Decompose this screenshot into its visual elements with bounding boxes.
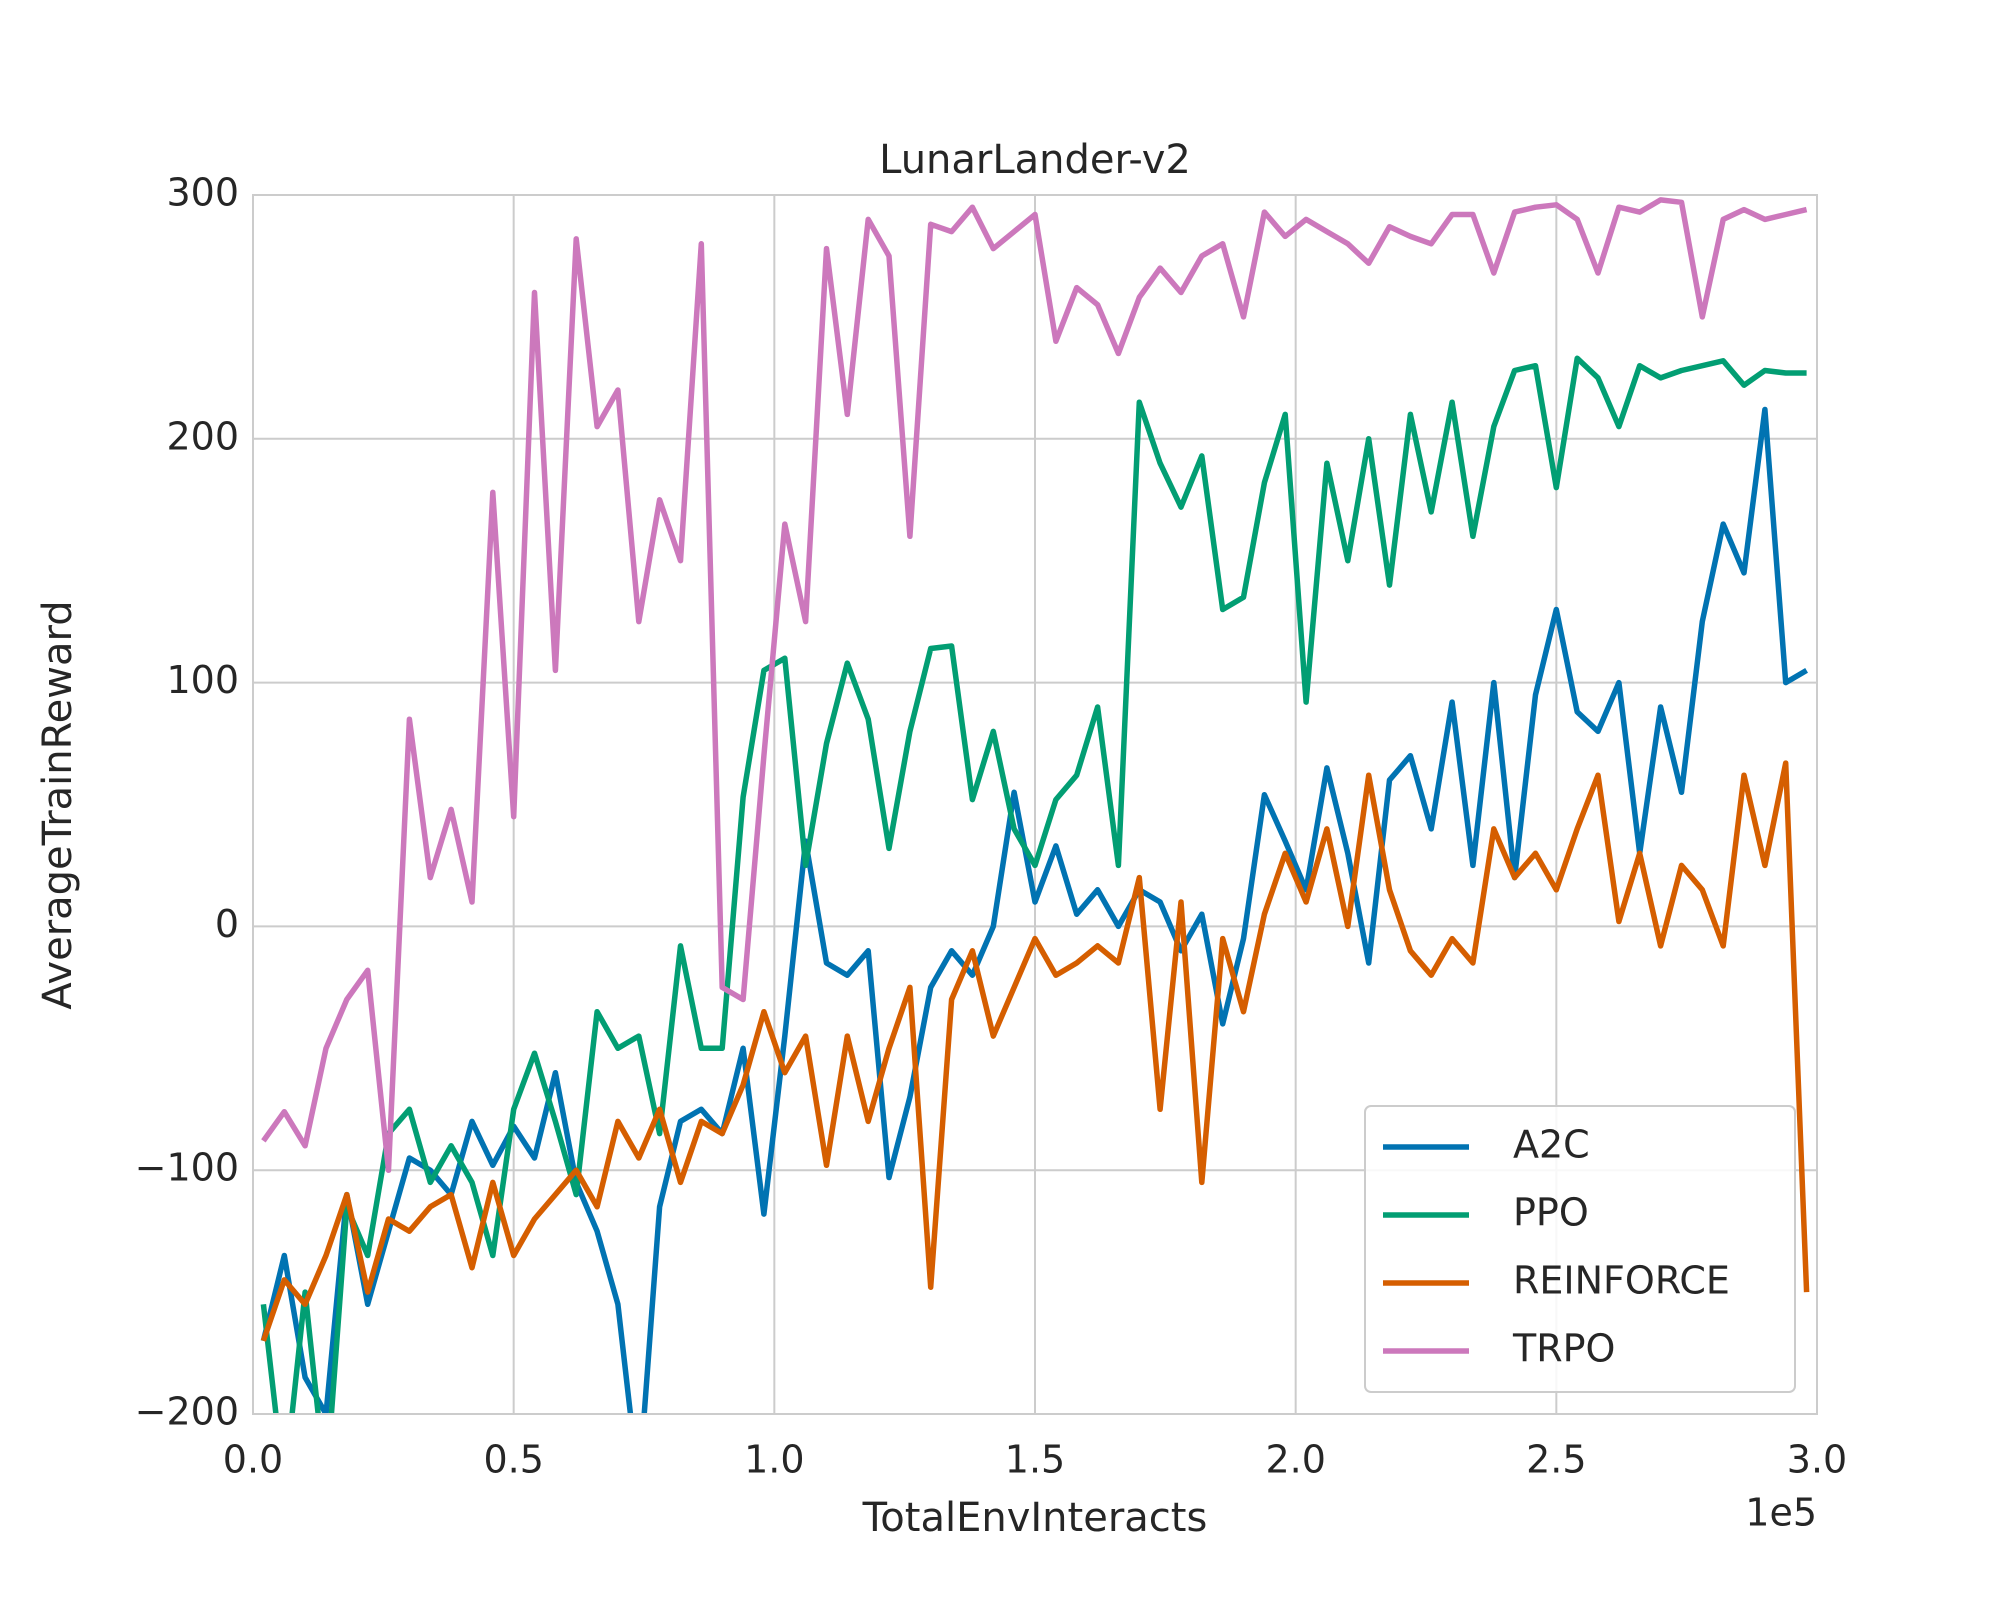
legend-label: PPO bbox=[1513, 1191, 1589, 1235]
x-offset-label: 1e5 bbox=[1745, 1491, 1817, 1535]
series-line bbox=[260, 355, 1807, 1414]
y-tick-label: 100 bbox=[166, 658, 239, 702]
x-tick-label: 0.5 bbox=[483, 1438, 543, 1482]
y-tick-label: 0 bbox=[215, 902, 239, 946]
y-axis-label: AverageTrainReward bbox=[35, 600, 81, 1009]
series-line bbox=[260, 760, 1810, 1342]
y-tick-label: 200 bbox=[166, 414, 239, 458]
x-tick-label: 1.0 bbox=[744, 1438, 804, 1482]
x-tick-label: 1.5 bbox=[1005, 1438, 1065, 1482]
x-tick-label: 3.0 bbox=[1787, 1438, 1847, 1482]
grid bbox=[252, 194, 1818, 1415]
legend-label: REINFORCE bbox=[1513, 1259, 1730, 1303]
plot-frame bbox=[252, 194, 1818, 1415]
legend-box bbox=[1364, 1105, 1796, 1393]
x-tick-label: 2.0 bbox=[1265, 1438, 1325, 1482]
chart-title: LunarLander-v2 bbox=[879, 137, 1191, 183]
legend-label: TRPO bbox=[1512, 1327, 1615, 1371]
lines bbox=[260, 197, 1810, 1414]
legend-label: A2C bbox=[1513, 1123, 1590, 1167]
x-tick-label: 2.5 bbox=[1526, 1438, 1586, 1482]
x-axis-label: TotalEnvInteracts bbox=[862, 1495, 1208, 1541]
x-tick-label: 0.0 bbox=[223, 1438, 283, 1482]
y-tick-label: −100 bbox=[135, 1146, 239, 1190]
series-line bbox=[261, 197, 1808, 1173]
y-tick-label: −200 bbox=[135, 1390, 239, 1434]
series-line bbox=[260, 406, 1808, 1414]
legend: A2C PPO REINFORCE TRPO bbox=[1364, 1105, 1796, 1393]
y-tick-label: 300 bbox=[166, 171, 239, 215]
